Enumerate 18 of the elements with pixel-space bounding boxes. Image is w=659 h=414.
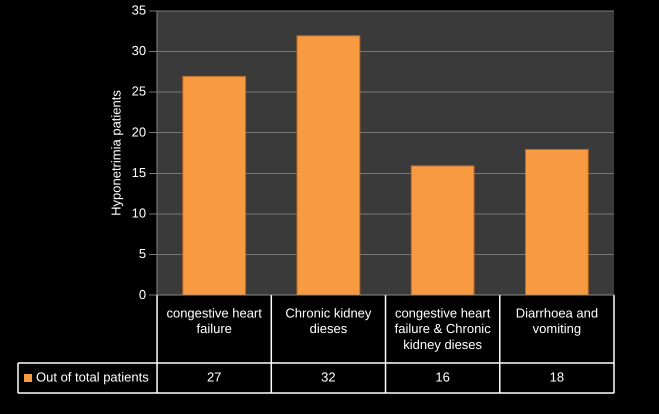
data-label: 27 <box>206 370 222 385</box>
data-label: 16 <box>435 370 450 385</box>
x-tick-label: congestive heart failure <box>166 306 262 336</box>
y-axis-title: Hyponetrimia patients <box>108 90 124 216</box>
data-label: 18 <box>550 370 564 385</box>
y-tick-label: 10 <box>132 206 146 221</box>
y-tick-label: 5 <box>138 246 146 262</box>
x-tick-label: congestive heart failure & Chronic kidney dieses <box>394 306 492 352</box>
data-label: 32 <box>321 370 336 385</box>
y-tick-label: 30 <box>132 43 146 58</box>
x-tick-label: Diarrhoea and vomiting <box>516 306 598 336</box>
y-tick-label: 35 <box>132 2 146 18</box>
y-tick-label: 20 <box>132 124 146 140</box>
x-tick-label: Chronic kidney dieses <box>285 306 372 336</box>
y-tick-label: 15 <box>132 164 146 180</box>
legend-label: Out of total patients <box>36 370 150 385</box>
y-tick-label: 25 <box>132 84 146 99</box>
y-tick-label: 0 <box>138 286 146 302</box>
